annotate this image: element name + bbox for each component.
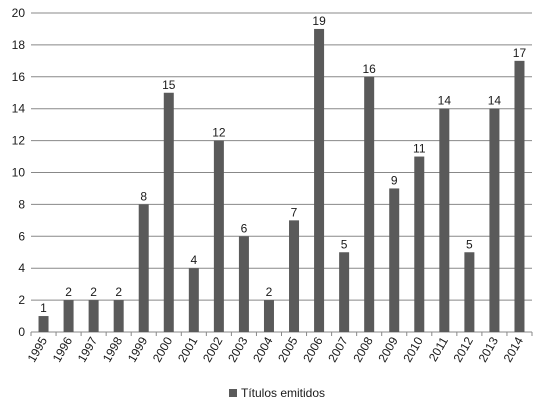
y-tick-label: 6 [18,229,25,243]
data-label-1998: 2 [115,285,122,299]
y-tick-label: 2 [18,293,25,307]
x-tick-label-1995: 1995 [25,334,51,364]
gridlines [30,12,533,336]
x-tick-label-2003: 2003 [225,334,251,364]
y-tick-label: 18 [12,38,26,52]
x-tick-label-2005: 2005 [275,334,301,364]
bar-2003 [238,236,249,332]
data-label-2002: 12 [212,126,226,140]
bar-1998 [113,300,124,332]
data-label-2007: 5 [341,237,348,251]
data-label-2008: 16 [362,62,376,76]
bar-2008 [364,76,375,332]
x-tick-label-2010: 2010 [400,334,426,364]
data-label-2000: 15 [162,78,176,92]
data-label-1995: 1 [40,301,47,315]
bar-2009 [389,188,400,332]
data-label-2005: 7 [291,205,298,219]
x-tick-label-2006: 2006 [300,334,326,364]
legend: Títulos emitidos [229,386,325,400]
x-tick-label-2002: 2002 [200,334,226,364]
x-tick-label-2011: 2011 [426,334,451,364]
bar-2007 [339,252,350,332]
y-tick-label: 8 [18,197,25,211]
legend-label: Títulos emitidos [241,386,325,400]
bar-1997 [88,300,99,332]
bar-2006 [314,28,325,332]
data-label-2009: 9 [391,173,398,187]
y-axis-ticks: 0 2 4 6 8 10 12 14 16 18 20 [12,6,26,339]
x-tick-label-2001: 2001 [175,334,201,364]
bar-2004 [263,300,274,332]
x-tick-label-2007: 2007 [325,334,351,364]
data-label-2006: 19 [312,14,326,28]
y-tick-label: 10 [12,166,26,180]
data-label-2010: 11 [413,142,426,156]
x-tick-label-2013: 2013 [476,334,502,364]
bar-2013 [489,108,500,332]
data-label-2004: 2 [266,285,273,299]
data-label-1999: 8 [140,189,147,203]
bar-2012 [464,252,475,332]
y-tick-label: 14 [12,102,26,116]
bar-1995 [38,316,49,332]
x-tick-label-1998: 1998 [100,334,126,364]
x-tick-label-1996: 1996 [50,334,76,364]
data-label-2003: 6 [241,221,248,235]
legend-swatch [229,389,237,397]
bar-2001 [188,268,199,332]
data-label-1996: 2 [65,285,72,299]
data-label-2013: 14 [488,94,502,108]
x-tick-label-2000: 2000 [150,334,176,364]
bars [38,28,525,332]
data-label-1997: 2 [90,285,97,299]
y-tick-label: 16 [12,70,26,84]
x-tick-label-2012: 2012 [450,334,476,364]
y-tick-label: 12 [12,134,26,148]
data-label-2014: 17 [513,46,527,60]
bar-2011 [439,108,450,332]
x-tick-label-2004: 2004 [250,334,276,364]
bar-1999 [138,204,149,332]
x-tick-label-2008: 2008 [350,334,376,364]
bar-2010 [414,156,425,332]
bar-2002 [213,140,224,332]
x-axis-ticks: 1995 1996 1997 1998 1999 2000 2001 2002 2003 2004… [25,334,527,364]
y-tick-label: 0 [18,325,25,339]
x-tick-label-2009: 2009 [375,334,401,364]
bar-2000 [163,92,174,332]
bar-2014 [514,60,525,332]
data-label-2011: 14 [438,94,452,108]
bar-1996 [63,300,74,332]
bar-2005 [289,220,300,332]
y-tick-label: 4 [18,261,25,275]
x-tick-label-1997: 1997 [75,334,101,364]
data-label-2001: 4 [190,253,197,267]
x-tick-label-1999: 1999 [125,334,151,364]
y-tick-label: 20 [12,6,26,20]
data-label-2012: 5 [466,237,473,251]
x-tick-label-2014: 2014 [501,334,527,364]
